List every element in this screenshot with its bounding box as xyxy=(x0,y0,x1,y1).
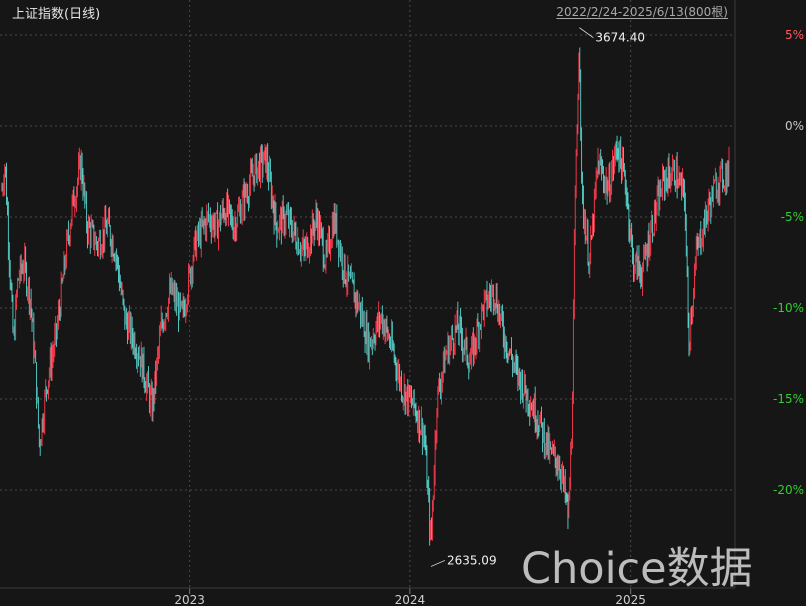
date-range-label[interactable]: 2022/2/24-2025/6/13(800根) xyxy=(556,5,728,19)
chart-title: 上证指数(日线) xyxy=(12,7,101,22)
candlestick-series xyxy=(1,47,730,546)
y-tick-label: -15% xyxy=(773,392,804,406)
y-tick-label: -10% xyxy=(773,301,804,315)
x-tick-label: 2024 xyxy=(395,593,426,606)
y-tick-label: -5% xyxy=(781,210,804,224)
min-value-label: 2635.09 xyxy=(447,553,497,567)
x-tick-label: 2025 xyxy=(615,593,646,606)
max-annotation-arrow xyxy=(579,27,594,39)
y-tick-label: -20% xyxy=(773,483,804,497)
max-value-label: 3674.40 xyxy=(595,31,645,45)
watermark-logo: Choice数据 xyxy=(521,544,753,594)
x-axis: 2023 2024 2025 xyxy=(174,588,646,606)
y-tick-label: 5% xyxy=(785,28,804,42)
y-axis: 5% 0% -5% -10% -15% -20% xyxy=(773,28,804,497)
annotations: 3674.40 2635.09 xyxy=(430,27,645,567)
y-tick-label: 0% xyxy=(785,119,804,133)
min-annotation-arrow xyxy=(430,560,446,567)
grid-lines xyxy=(0,0,735,588)
x-tick-label: 2023 xyxy=(174,593,205,606)
